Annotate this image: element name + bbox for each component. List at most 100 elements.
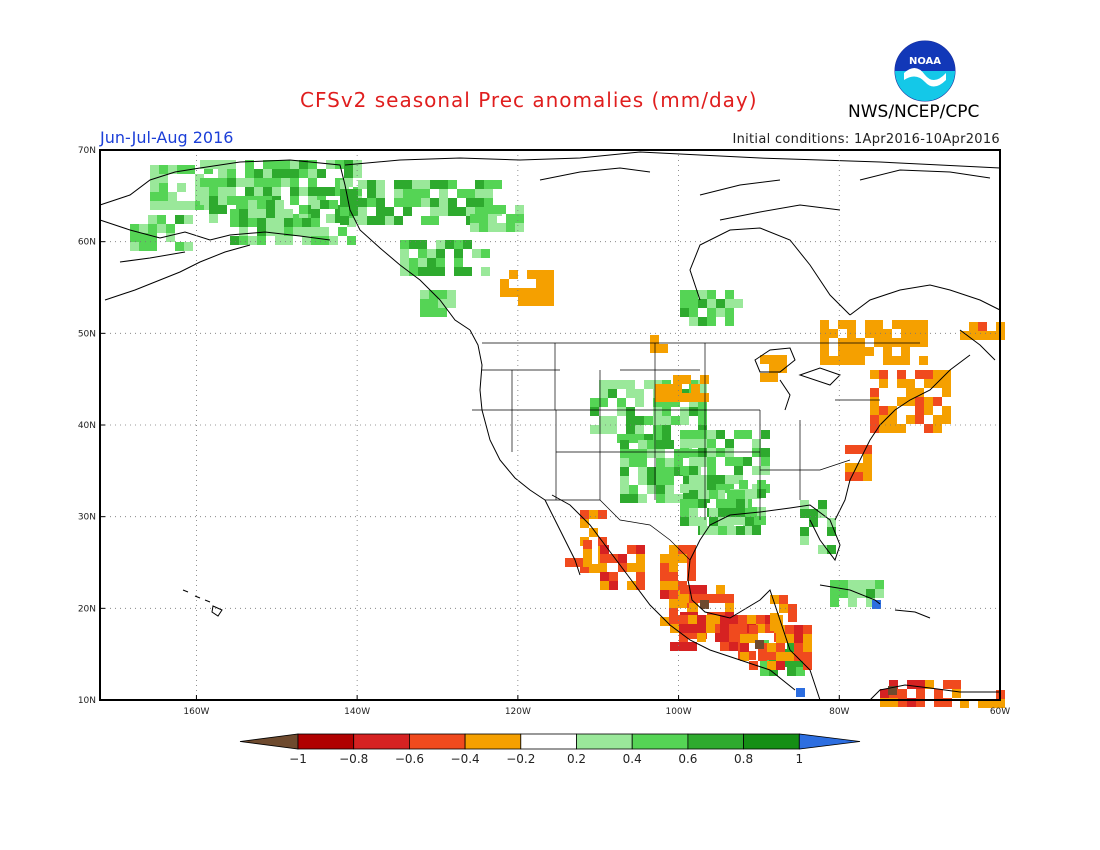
anomaly-cell xyxy=(479,223,488,232)
anomaly-cell xyxy=(475,207,484,216)
anomaly-cell xyxy=(818,545,827,554)
anomaly-cell xyxy=(418,240,427,249)
anomaly-cell xyxy=(889,680,898,689)
anomaly-cell xyxy=(636,581,645,590)
anomaly-cell xyxy=(829,329,838,338)
anomaly-cell xyxy=(767,661,776,670)
anomaly-cell xyxy=(870,415,879,424)
anomaly-cell xyxy=(436,267,445,276)
anomaly-cell xyxy=(308,160,317,169)
anomaly-cell xyxy=(340,216,349,225)
anomaly-cell xyxy=(245,178,254,187)
anomaly-cell xyxy=(394,216,403,225)
anomaly-cell xyxy=(275,236,284,245)
anomaly-cell xyxy=(376,180,385,189)
anomaly-cell xyxy=(656,458,665,467)
anomaly-cell xyxy=(349,189,358,198)
anomaly-cell xyxy=(463,240,472,249)
anomaly-cell xyxy=(854,463,863,472)
anomaly-cell xyxy=(863,454,872,463)
anomaly-cell xyxy=(875,589,884,598)
anomaly-cell xyxy=(157,215,166,224)
anomaly-cell xyxy=(794,625,803,634)
colorbar-label: −0.2 xyxy=(506,752,535,766)
anomaly-cell xyxy=(635,416,644,425)
anomaly-cell xyxy=(248,200,257,209)
anomaly-cell xyxy=(716,499,725,508)
anomaly-cell xyxy=(725,308,734,317)
anomaly-cell xyxy=(254,178,263,187)
anomaly-cell xyxy=(620,467,629,476)
anomaly-cell xyxy=(284,227,293,236)
anomaly-cell xyxy=(308,169,317,178)
anomaly-cell xyxy=(720,615,729,624)
anomaly-cell xyxy=(838,347,847,356)
anomaly-cell xyxy=(148,242,157,251)
anomaly-cell xyxy=(697,615,706,624)
anomaly-cell xyxy=(870,397,879,406)
anomaly-cell xyxy=(662,398,671,407)
anomaly-cell xyxy=(635,434,644,443)
anomaly-cell xyxy=(227,160,236,169)
anomaly-cell xyxy=(447,290,456,299)
anomaly-cell xyxy=(168,192,177,201)
anomaly-cell xyxy=(358,207,367,216)
anomaly-cell xyxy=(888,686,897,695)
anomaly-cell xyxy=(919,338,928,347)
anomaly-cell xyxy=(290,196,299,205)
lon-tick-label: 60W xyxy=(990,707,1010,717)
anomaly-cell xyxy=(353,169,362,178)
anomaly-cell xyxy=(874,338,883,347)
anomaly-cell xyxy=(620,476,629,485)
anomaly-cell xyxy=(857,580,866,589)
anomaly-cell xyxy=(800,527,809,536)
anomaly-cell xyxy=(662,434,671,443)
anomaly-cell xyxy=(436,249,445,258)
anomaly-cell xyxy=(689,308,698,317)
anomaly-cell xyxy=(794,652,803,661)
anomaly-cell xyxy=(385,207,394,216)
anomaly-cell xyxy=(367,180,376,189)
anomaly-cell xyxy=(725,290,734,299)
anomaly-cell xyxy=(335,214,344,223)
anomaly-cell xyxy=(665,458,674,467)
anomaly-cell xyxy=(809,509,818,518)
anomaly-cell xyxy=(788,604,797,613)
anomaly-cell xyxy=(725,484,734,493)
anomaly-cell xyxy=(418,249,427,258)
anomaly-cell xyxy=(725,603,734,612)
anomaly-cell xyxy=(707,299,716,308)
anomaly-cell xyxy=(880,689,889,698)
anomaly-cell xyxy=(897,370,906,379)
anomaly-cell xyxy=(656,467,665,476)
anomaly-cell xyxy=(204,201,213,210)
anomaly-cell xyxy=(664,393,673,402)
anomaly-cell xyxy=(385,216,394,225)
anomaly-cell xyxy=(227,196,236,205)
anomaly-cell xyxy=(599,380,608,389)
anomaly-cell xyxy=(689,490,698,499)
anomaly-cell xyxy=(933,415,942,424)
anomaly-cell xyxy=(400,249,409,258)
anomaly-cell xyxy=(725,317,734,326)
anomaly-cell xyxy=(897,397,906,406)
anomaly-cell xyxy=(656,440,665,449)
anomaly-cell xyxy=(679,633,688,642)
anomaly-cell xyxy=(830,589,839,598)
anomaly-cell xyxy=(730,498,739,507)
colorbar-low-arrow xyxy=(239,733,299,750)
anomaly-cell xyxy=(500,288,509,297)
anomaly-cell xyxy=(865,320,874,329)
anomaly-cell xyxy=(518,288,527,297)
anomaly-cell xyxy=(195,174,204,183)
anomaly-cell xyxy=(195,183,204,192)
anomaly-cell xyxy=(933,397,942,406)
anomaly-cell xyxy=(272,178,281,187)
agency-label: NWS/NCEP/CPC xyxy=(848,102,980,122)
anomaly-cell xyxy=(403,189,412,198)
anomaly-cell xyxy=(656,485,665,494)
anomaly-cell xyxy=(665,476,674,485)
anomaly-cell xyxy=(698,585,707,594)
anomaly-cell xyxy=(687,554,696,563)
anomaly-cell xyxy=(906,379,915,388)
